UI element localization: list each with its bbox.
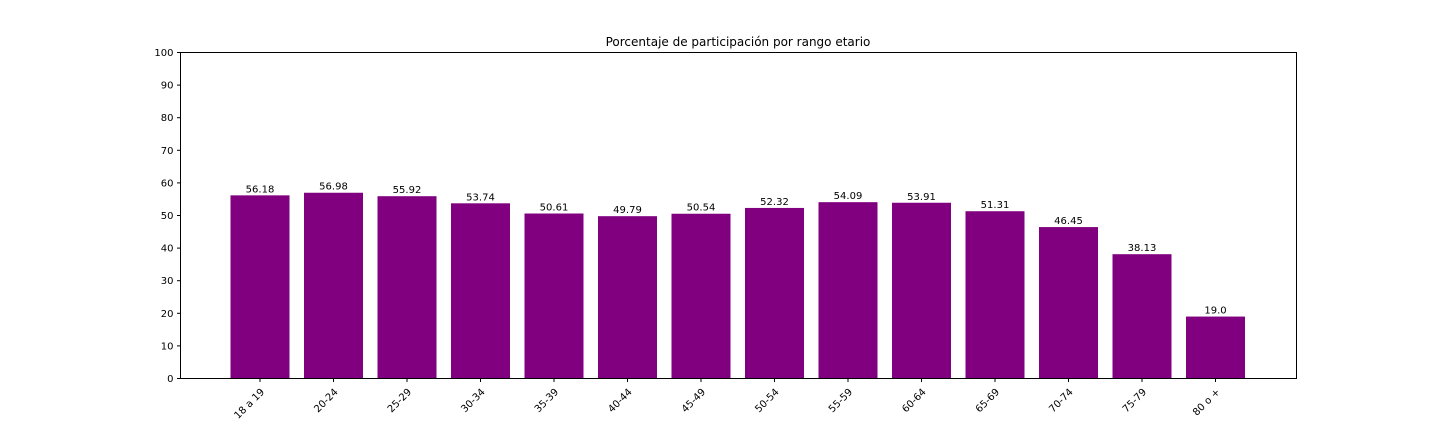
data-label: 56.18	[246, 184, 275, 195]
data-label: 19.0	[1204, 306, 1226, 317]
x-tick-label: 18 a 19	[233, 387, 268, 422]
x-tick-label: 70-74	[1047, 387, 1075, 415]
data-label: 53.74	[466, 192, 495, 203]
y-tick-label: 60	[161, 178, 174, 189]
data-label: 56.98	[319, 182, 348, 193]
x-tick-label: 80 o +	[1191, 387, 1223, 419]
bar	[598, 216, 657, 378]
y-axis: 0 10 20 30 40 50 60 70 80 90 100	[154, 48, 180, 385]
y-tick-label: 90	[161, 81, 174, 92]
y-tick-label: 50	[161, 211, 174, 222]
y-tick-label: 40	[161, 244, 174, 255]
x-tick-label: 45-49	[680, 387, 708, 415]
x-tick-label: 60-64	[900, 387, 928, 415]
x-tick-label: 65-69	[974, 387, 1002, 415]
y-tick-label: 0	[167, 374, 173, 385]
y-tick-label: 30	[161, 276, 174, 287]
bar	[304, 193, 363, 379]
bar	[819, 202, 878, 378]
x-tick-label: 55-59	[827, 387, 855, 415]
y-tick-label: 10	[161, 341, 174, 352]
chart-title: Porcentaje de participación por rango et…	[606, 35, 871, 49]
y-tick-label: 80	[161, 113, 174, 124]
data-label: 38.13	[1128, 243, 1157, 254]
x-axis: 18 a 19 20-24 25-29 30-34 35-39 40-44 45-49 50-…	[233, 379, 1223, 422]
bar	[1113, 254, 1172, 378]
data-label: 55.92	[393, 185, 422, 196]
x-tick-label: 50-54	[753, 387, 781, 415]
x-tick-label: 75-79	[1121, 387, 1149, 415]
y-tick-label: 70	[161, 146, 174, 157]
bar	[1039, 227, 1098, 378]
bar	[378, 196, 437, 378]
bar	[1186, 317, 1245, 379]
data-label: 51.31	[981, 200, 1010, 211]
y-tick-label: 100	[154, 48, 173, 59]
data-label: 50.61	[540, 203, 569, 214]
bar	[525, 214, 584, 379]
x-tick-label: 30-34	[459, 387, 487, 415]
x-tick-label: 25-29	[386, 387, 414, 415]
x-tick-label: 40-44	[606, 387, 634, 415]
bar	[966, 211, 1025, 378]
bar	[892, 203, 951, 379]
bars-group	[231, 193, 1246, 379]
data-label: 54.09	[834, 191, 863, 202]
x-tick-label: 35-39	[533, 387, 561, 415]
bar	[745, 208, 804, 379]
bar	[451, 203, 510, 378]
data-label: 52.32	[760, 197, 789, 208]
data-label: 49.79	[613, 205, 642, 216]
data-label: 46.45	[1054, 216, 1083, 227]
data-label: 50.54	[687, 203, 716, 214]
data-label: 53.91	[907, 192, 936, 203]
y-tick-label: 20	[161, 309, 174, 320]
bar	[672, 214, 731, 379]
x-tick-label: 20-24	[312, 387, 340, 415]
bar	[231, 195, 290, 378]
